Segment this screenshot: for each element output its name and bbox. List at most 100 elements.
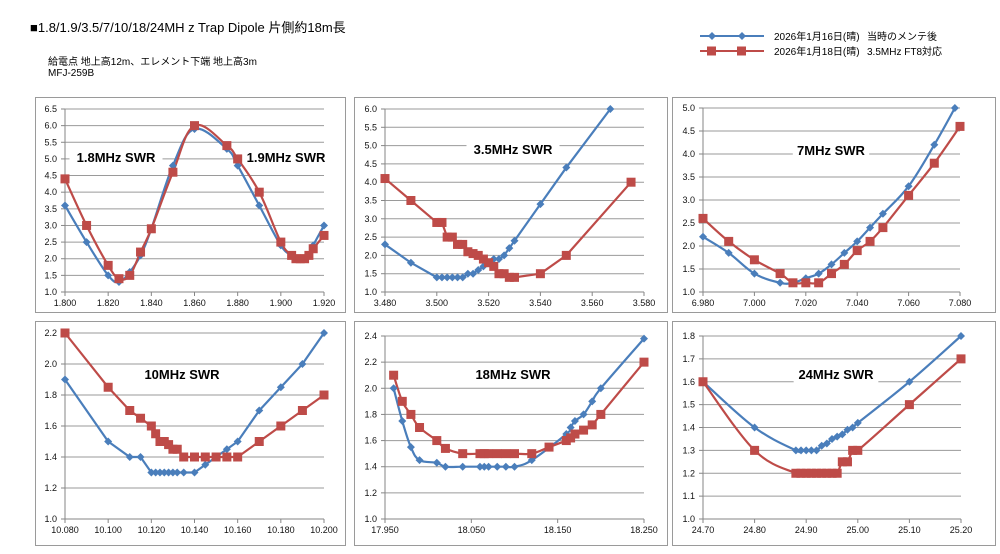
data-point-diamond	[957, 332, 965, 340]
x-tick-label: 1.920	[313, 298, 336, 308]
data-point-square	[852, 246, 862, 256]
data-point-square	[179, 452, 189, 462]
data-point-square	[168, 167, 178, 177]
data-point-diamond	[812, 446, 821, 455]
x-tick-label: 1.880	[226, 298, 249, 308]
data-point-diamond	[233, 437, 242, 446]
data-point-square	[200, 452, 210, 462]
data-point-square	[453, 239, 463, 249]
x-tick-label: 3.480	[374, 298, 397, 308]
data-point-diamond	[389, 384, 398, 393]
data-point-square	[60, 174, 70, 184]
data-point-square	[848, 445, 858, 455]
data-point-square	[103, 260, 113, 270]
y-tick-label: 2.2	[364, 357, 377, 367]
data-point-diamond	[136, 453, 145, 461]
chart-title-background	[69, 148, 163, 168]
data-point-square	[484, 449, 494, 459]
x-tick-label: 25.00	[847, 525, 870, 535]
data-point-square	[380, 174, 390, 184]
data-point-diamond	[500, 251, 509, 260]
data-point-diamond	[853, 418, 862, 427]
data-point-diamond	[406, 258, 415, 267]
plot-area	[380, 105, 636, 282]
data-point-square	[842, 457, 852, 467]
data-point-square	[827, 269, 836, 279]
data-point-diamond	[432, 458, 441, 467]
data-point-square	[817, 468, 827, 478]
data-point-diamond	[276, 383, 285, 392]
data-point-square	[484, 258, 494, 268]
y-tick-label: 1.8	[682, 331, 695, 341]
x-tick-label: 6.980	[692, 298, 715, 308]
data-point-diamond	[797, 446, 806, 455]
data-point-diamond	[570, 416, 579, 425]
y-tick-label: 2.5	[364, 232, 377, 242]
data-point-square	[125, 270, 135, 280]
data-point-diamond	[606, 105, 615, 113]
data-point-square	[463, 247, 473, 257]
legend-label: 当時のメンテ後	[867, 32, 937, 43]
y-tick-label: 6.5	[44, 104, 57, 114]
chart-title: 24MHz SWR	[798, 367, 874, 382]
data-point-diamond	[840, 248, 849, 257]
data-point-square	[749, 255, 759, 265]
y-tick-label: 2.0	[682, 241, 695, 251]
y-tick-label: 1.1	[682, 491, 695, 501]
y-tick-label: 3.0	[44, 220, 57, 230]
data-point-square	[626, 177, 636, 187]
data-point-square	[125, 406, 135, 415]
data-point-square	[812, 468, 822, 478]
data-point-square	[233, 154, 243, 164]
chart-svg: 1.0 1.1 1.2 1.3 1.4 1.5 1.6 1.7 1.8 24.70 24.80 24.…	[682, 331, 972, 535]
data-point-square	[319, 390, 329, 400]
data-point-square	[397, 396, 407, 406]
data-point-diamond	[814, 269, 823, 278]
y-tick-label: 5.0	[44, 154, 57, 164]
x-tick-label: 7.020	[795, 298, 818, 308]
x-tick-label: 3.560	[581, 298, 604, 308]
chart-panel-3-5mhz: 1.0 1.5 2.0 2.5 3.0 3.5 4.0 4.5 5.0 5.5 6.0 3.480 3.…	[354, 97, 668, 313]
data-point-square	[561, 250, 571, 260]
data-point-square	[440, 443, 450, 453]
y-tick-label: 1.4	[44, 452, 57, 462]
x-tick-label: 10.160	[224, 525, 252, 535]
chart-title: 18MHz SWR	[475, 367, 551, 382]
plot-area	[389, 334, 649, 471]
data-point-diamond	[878, 209, 887, 218]
data-point-square	[389, 370, 399, 380]
data-point-square	[796, 468, 806, 478]
data-point-diamond	[822, 439, 831, 448]
x-tick-label: 7.060	[897, 298, 920, 308]
y-tick-label: 1.6	[682, 377, 695, 387]
chart-panel-10mhz: 1.0 1.2 1.4 1.6 1.8 2.0 2.2 10.080 10.100 10.120 1…	[35, 321, 346, 546]
data-point-diamond	[160, 468, 169, 477]
y-tick-label: 6.0	[44, 121, 57, 131]
data-point-diamond	[168, 468, 177, 477]
data-point-diamond	[432, 273, 441, 282]
data-point-diamond	[151, 468, 160, 477]
data-point-square	[146, 421, 156, 431]
data-point-diamond	[817, 441, 826, 450]
y-tick-label: 1.6	[364, 436, 377, 446]
chart-title: 1.8MHz SWR	[77, 150, 156, 165]
data-point-diamond	[437, 273, 446, 282]
data-point-square	[904, 400, 914, 410]
data-point-square	[442, 232, 452, 242]
chart-svg: 1.0 1.2 1.4 1.6 1.8 2.0 2.2 2.4 17.950 18.050 18.1…	[364, 331, 657, 535]
data-point-diamond	[190, 468, 199, 477]
data-point-square	[489, 261, 499, 271]
chart-title-background	[793, 365, 879, 385]
data-point-diamond	[61, 375, 69, 384]
y-tick-label: 4.0	[364, 177, 377, 187]
data-point-square	[956, 354, 966, 364]
y-tick-label: 5.5	[364, 122, 377, 132]
data-point-diamond	[791, 446, 800, 455]
y-tick-label: 3.5	[44, 204, 57, 214]
legend-item-series-1: 2026年1月16日(晴) 当時のメンテ後	[700, 28, 942, 43]
data-point-diamond	[201, 460, 210, 469]
data-point-square	[587, 420, 597, 430]
data-point-square	[222, 141, 232, 151]
chart-title-background	[239, 148, 333, 168]
data-point-square	[801, 468, 811, 478]
